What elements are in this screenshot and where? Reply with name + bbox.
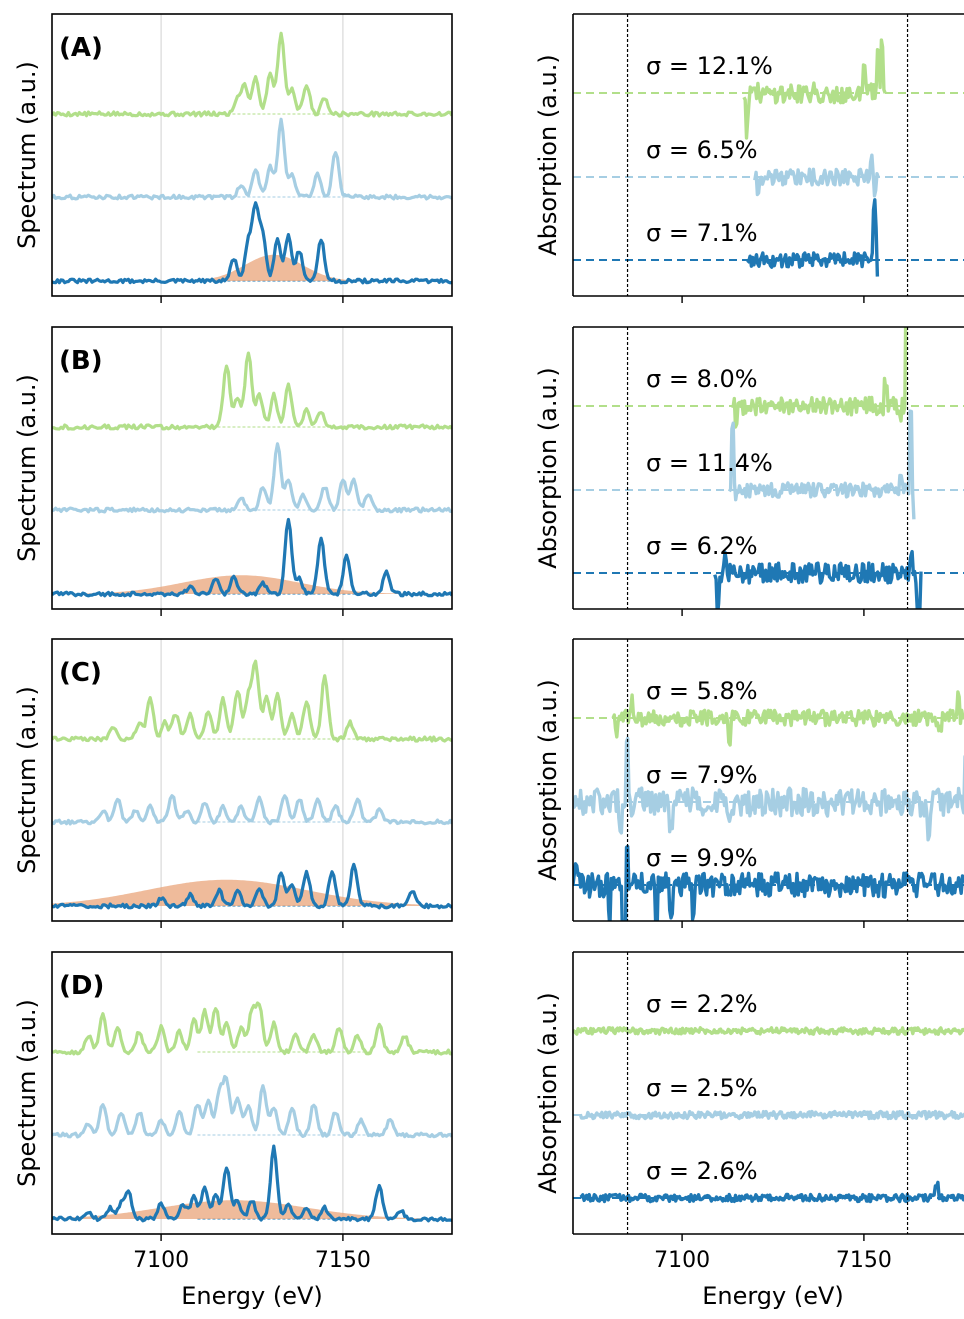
envelope-fill: [52, 879, 452, 906]
sigma-label: σ = 7.1%: [646, 219, 758, 247]
x-axis-label: Energy (eV): [181, 1282, 323, 1310]
plot-area: [573, 327, 964, 609]
absorption-line-3: [746, 198, 880, 277]
axes-frame: [51, 638, 453, 922]
sigma-label: σ = 8.0%: [646, 365, 758, 393]
sigma-label: σ = 5.8%: [646, 677, 758, 705]
absorption-panel-4: σ = 2.2% σ = 2.5% σ = 2.6% 7100 7150 Absorpti…: [534, 951, 964, 1310]
spectrum-line-1: [52, 351, 452, 431]
envelope-fill: [52, 254, 452, 281]
y-axis-label: Spectrum (a.u.): [13, 61, 41, 249]
axes-frame: [51, 13, 453, 297]
spectrum-panel-1: (A) Spectrum (a.u.): [13, 13, 453, 303]
envelope-fill: [52, 575, 452, 594]
plot-area: [52, 351, 452, 598]
plot-area: [52, 31, 452, 285]
sigma-label: σ = 11.4%: [646, 449, 773, 477]
spectrum-panel-3: (C) Spectrum (a.u.): [13, 638, 453, 928]
absorption-line-2: [753, 153, 880, 198]
y-axis-label: Absorption (a.u.): [534, 992, 562, 1193]
x-tick-label: 7100: [654, 1248, 710, 1273]
spectrum-line-1: [52, 31, 452, 118]
absorption-line-1: [742, 38, 887, 140]
sigma-label: σ = 6.2%: [646, 532, 758, 560]
axes-frame: [51, 326, 453, 610]
spectrum-line-2: [52, 1074, 452, 1139]
y-axis-label: Spectrum (a.u.): [13, 686, 41, 874]
spectrum-line-3: [52, 517, 452, 598]
sigma-label: σ = 7.9%: [646, 761, 758, 789]
x-tick-label: 7150: [836, 1248, 892, 1273]
sigma-label: σ = 12.1%: [646, 52, 773, 80]
spectrum-panel-4: 7100 7150 (D) Spectrum (a.u.) Energy (eV): [13, 951, 453, 1310]
absorption-line-3: [573, 844, 964, 921]
absorption-line-2: [727, 409, 916, 520]
spectrum-panel-2: (B) Spectrum (a.u.): [13, 326, 453, 616]
panel-label: (A): [59, 33, 103, 63]
spectrum-line-3: [52, 201, 452, 285]
sigma-label: σ = 2.6%: [646, 1157, 758, 1185]
y-axis-label: Absorption (a.u.): [534, 367, 562, 568]
sigma-label: σ = 2.5%: [646, 1074, 758, 1102]
axes-frame: [51, 951, 453, 1235]
x-axis-label: Energy (eV): [702, 1282, 844, 1310]
plot-area: [573, 38, 964, 277]
absorption-line-1: [573, 1026, 964, 1036]
plot-area: [573, 690, 964, 921]
plot-area: [52, 1001, 452, 1223]
spectrum-line-1: [52, 1001, 452, 1056]
sigma-label: σ = 2.2%: [646, 990, 758, 1018]
y-axis-label: Spectrum (a.u.): [13, 374, 41, 562]
absorption-line-2: [578, 1109, 964, 1121]
absorption-panel-3: σ = 5.8% σ = 7.9% σ = 9.9% Absorption (a.u.…: [534, 638, 964, 928]
y-axis-label: Spectrum (a.u.): [13, 999, 41, 1187]
plot-area: [573, 1026, 964, 1204]
absorption-panel-1: σ = 12.1% σ = 6.5% σ = 7.1% Absorption (a.u…: [534, 13, 964, 303]
panel-label: (D): [59, 971, 104, 1001]
x-tick-label: 7150: [315, 1248, 371, 1273]
y-axis-label: Absorption (a.u.): [534, 54, 562, 255]
absorption-panel-2: σ = 8.0% σ = 11.4% σ = 6.2% Absorption (a.u…: [534, 326, 964, 616]
absorption-line-3: [579, 1180, 964, 1204]
sigma-label: σ = 6.5%: [646, 136, 758, 164]
absorption-line-1: [731, 327, 908, 429]
spectrum-line-1: [52, 659, 452, 743]
x-tick-label: 7100: [133, 1248, 189, 1273]
absorption-line-2: [573, 736, 964, 842]
absorption-line-3: [713, 549, 923, 609]
spectrum-line-3: [52, 1144, 452, 1223]
spectrum-line-2: [52, 794, 452, 826]
panel-label: (C): [59, 658, 102, 688]
envelope-fill: [52, 1200, 452, 1219]
absorption-line-1: [611, 690, 964, 747]
spectrum-line-2: [52, 442, 452, 514]
sigma-label: σ = 9.9%: [646, 844, 758, 872]
y-axis-label: Absorption (a.u.): [534, 679, 562, 880]
spectrum-line-3: [52, 862, 452, 910]
plot-area: [52, 659, 452, 910]
spectrum-line-2: [52, 117, 452, 201]
panel-label: (B): [59, 346, 103, 376]
